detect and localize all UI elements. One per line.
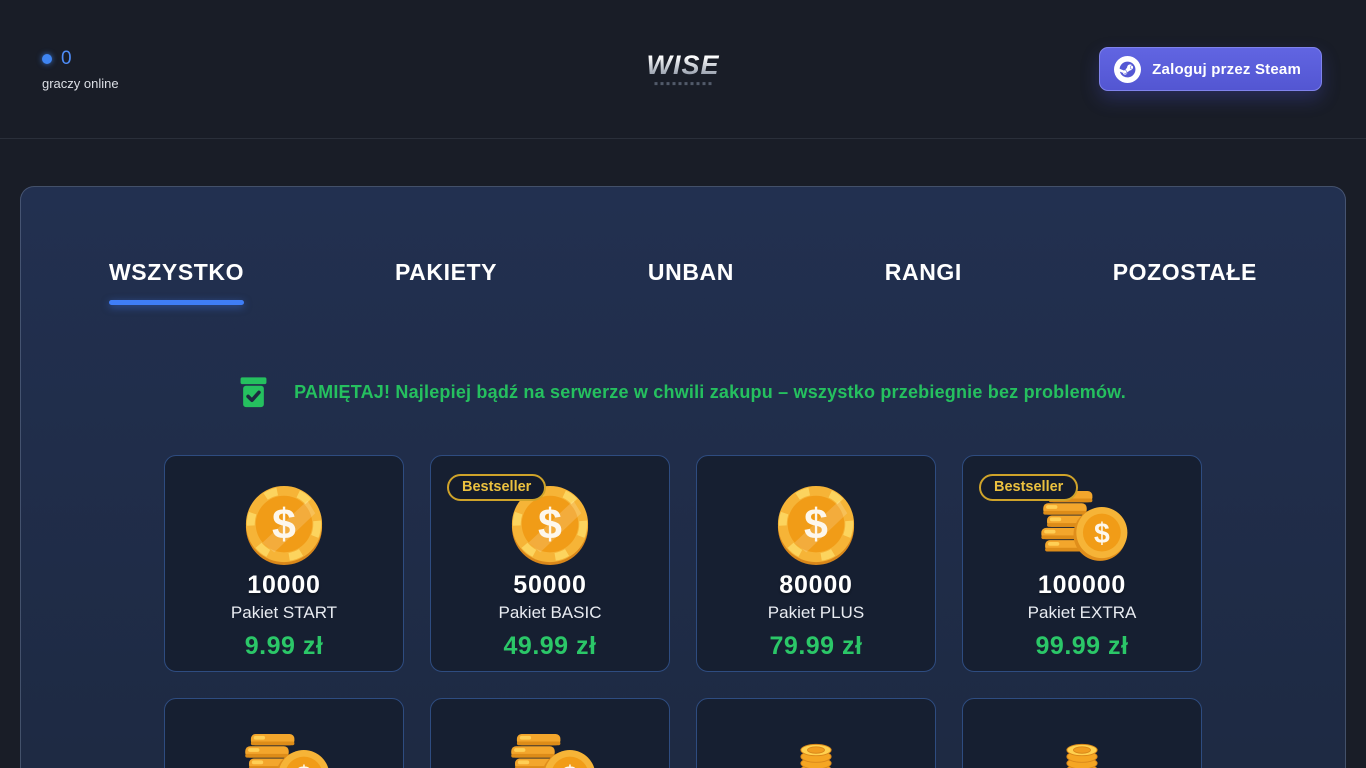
- package-price: 49.99 zł: [503, 632, 597, 660]
- steam-login-button[interactable]: Zaloguj przez Steam: [1099, 47, 1322, 91]
- package-name: Pakiet BASIC: [498, 603, 602, 622]
- package-price: 79.99 zł: [769, 632, 863, 660]
- package-card[interactable]: [696, 698, 936, 768]
- svg-text:$: $: [804, 501, 828, 549]
- tab-unban[interactable]: UNBAN: [648, 259, 734, 305]
- online-label: graczy online: [42, 76, 119, 91]
- tab-label: PAKIETY: [394, 259, 498, 285]
- coin-piles-icon: [800, 743, 832, 768]
- shop-panel: WSZYSTKO PAKIETY UNBAN RANGI POZOSTAŁE P…: [20, 186, 1346, 768]
- checked-box-icon: [240, 377, 267, 408]
- tab-wszystko[interactable]: WSZYSTKO: [109, 259, 245, 305]
- package-card[interactable]: $ 10000 Pakiet START 9.99 zł: [164, 455, 404, 672]
- coin-stack-icon: $: [511, 733, 595, 768]
- svg-text:$: $: [272, 501, 296, 549]
- package-icon: $: [232, 725, 336, 768]
- online-status-dot: [42, 54, 52, 64]
- svg-text:$: $: [1094, 518, 1110, 550]
- svg-text:$: $: [296, 761, 312, 768]
- steam-icon: [1114, 55, 1142, 83]
- site-logo[interactable]: WISE: [646, 50, 720, 86]
- package-card[interactable]: $ 80000 Pakiet PLUS 79.99 zł: [696, 455, 936, 672]
- active-tab-indicator: [648, 300, 734, 305]
- coin-icon: $: [777, 485, 855, 566]
- tab-label: POZOSTAŁE: [1112, 259, 1257, 285]
- package-card[interactable]: $: [430, 698, 670, 768]
- tab-label: RANGI: [884, 259, 962, 285]
- bestseller-badge: Bestseller: [447, 474, 547, 501]
- package-price: 9.99 zł: [244, 632, 324, 660]
- package-card[interactable]: $: [164, 698, 404, 768]
- package-name: Pakiet EXTRA: [1027, 603, 1137, 622]
- coin-piles-icon: [1066, 743, 1098, 768]
- package-card[interactable]: Bestseller $ 100000 Pakiet EXTRA 99.99 z…: [962, 455, 1202, 672]
- package-icon: [1030, 725, 1134, 768]
- online-counter: 0 graczy online: [42, 48, 119, 91]
- tab-label: WSZYSTKO: [109, 259, 245, 285]
- product-grid: $ 10000 Pakiet START 9.99 zł Bestseller …: [164, 455, 1202, 768]
- category-tabs: WSZYSTKO PAKIETY UNBAN RANGI POZOSTAŁE: [21, 259, 1345, 305]
- package-name: Pakiet START: [230, 603, 338, 622]
- package-amount: 100000: [1037, 571, 1127, 599]
- top-header: 0 graczy online WISE Zaloguj przez Steam: [0, 0, 1366, 139]
- coin-stack-icon: $: [245, 733, 329, 768]
- active-tab-indicator: [109, 300, 245, 305]
- package-price: 99.99 zł: [1035, 632, 1129, 660]
- coin-icon: $: [511, 485, 589, 566]
- package-icon: $: [775, 482, 857, 568]
- package-icon: $: [509, 482, 591, 568]
- package-card[interactable]: Bestseller $ 50000 Pakiet BASIC 49.99 zł: [430, 455, 670, 672]
- steam-button-label: Zaloguj przez Steam: [1152, 60, 1301, 78]
- logo-subtext: [653, 82, 712, 86]
- tab-pakiety[interactable]: PAKIETY: [395, 259, 497, 305]
- purchase-notice: PAMIĘTAJ! Najlepiej bądź na serwerze w c…: [21, 377, 1345, 408]
- active-tab-indicator: [885, 300, 962, 305]
- package-card[interactable]: [962, 698, 1202, 768]
- logo-text: WISE: [646, 50, 720, 81]
- tab-pozosta-e[interactable]: POZOSTAŁE: [1113, 259, 1257, 305]
- svg-text:$: $: [538, 501, 562, 549]
- package-name: Pakiet PLUS: [767, 603, 865, 622]
- notice-text: PAMIĘTAJ! Najlepiej bądź na serwerze w c…: [294, 382, 1126, 402]
- bestseller-badge: Bestseller: [979, 474, 1079, 501]
- package-amount: 50000: [513, 571, 587, 599]
- tab-label: UNBAN: [647, 259, 734, 285]
- active-tab-indicator: [1113, 300, 1257, 305]
- package-icon: $: [498, 725, 602, 768]
- package-amount: 10000: [247, 571, 321, 599]
- online-count: 0: [61, 48, 72, 69]
- package-icon: [764, 725, 868, 768]
- active-tab-indicator: [395, 300, 497, 305]
- package-amount: 80000: [779, 571, 853, 599]
- svg-text:$: $: [562, 761, 578, 768]
- tab-rangi[interactable]: RANGI: [885, 259, 962, 305]
- package-icon: $: [243, 482, 325, 568]
- coin-icon: $: [245, 485, 323, 566]
